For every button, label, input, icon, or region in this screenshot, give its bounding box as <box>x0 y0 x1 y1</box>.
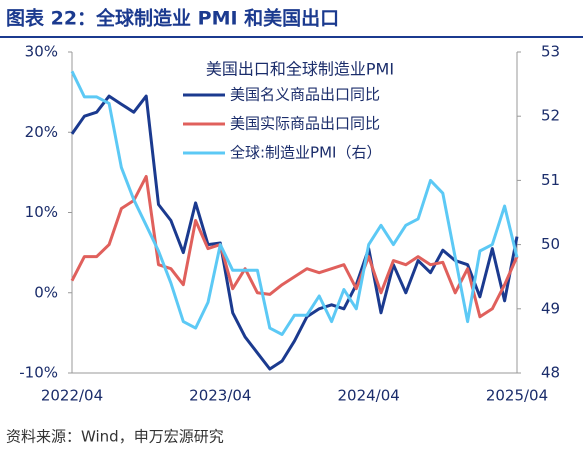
y-tick-label: 0% <box>34 283 58 301</box>
y-tick-label: 30% <box>25 43 58 61</box>
source: 资料来源：Wind，申万宏源研究 <box>6 428 224 446</box>
x-tick-label: 2025/04 <box>486 387 548 405</box>
legend-title: 美国出口和全球制造业PMI <box>206 60 394 79</box>
y2-tick-label: 49 <box>541 299 560 317</box>
y2-tick-label: 52 <box>541 107 560 125</box>
legend-label: 美国名义商品出口同比 <box>230 86 380 104</box>
y-tick-label: 20% <box>25 123 58 141</box>
y2-tick-label: 50 <box>541 235 560 253</box>
x-tick-label: 2022/04 <box>41 387 103 405</box>
series-line <box>70 174 519 319</box>
y-tick-label: 10% <box>25 203 58 221</box>
x-tick-label: 2023/04 <box>189 387 251 405</box>
y2-tick-label: 48 <box>541 364 560 382</box>
chart-title: 图表 22：全球制造业 PMI 和美国出口 <box>6 7 339 30</box>
series-line <box>70 70 519 336</box>
y2-tick-label: 53 <box>541 43 560 61</box>
legend-label: 美国实际商品出口同比 <box>230 115 380 133</box>
legend-label: 全球:制造业PMI（右） <box>230 144 381 162</box>
y2-tick-label: 51 <box>541 171 560 189</box>
x-tick-label: 2024/04 <box>338 387 400 405</box>
series-line <box>70 94 519 371</box>
y-tick-label: -10% <box>19 364 58 382</box>
